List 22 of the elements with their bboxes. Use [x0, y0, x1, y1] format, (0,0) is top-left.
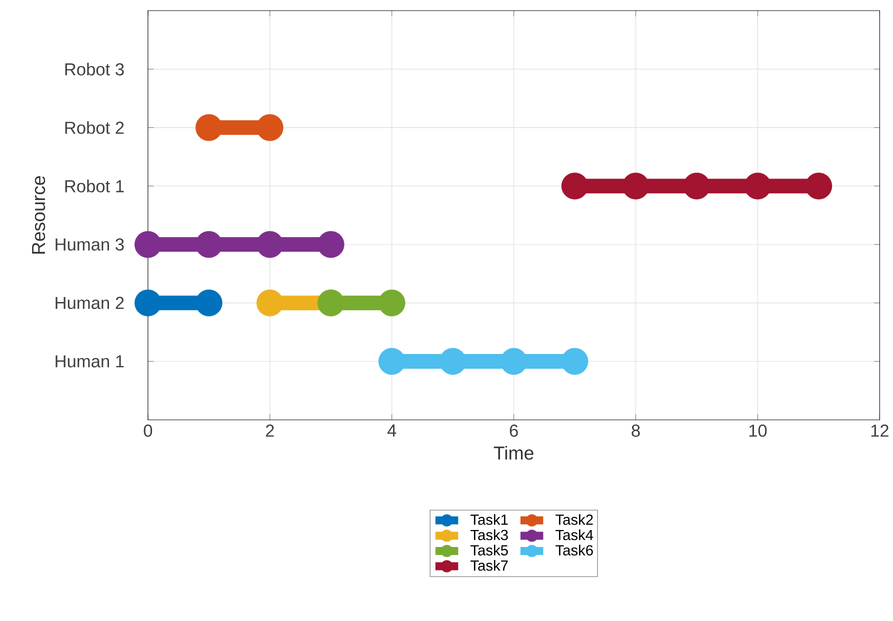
y-tick-label: Human 2: [56, 296, 124, 310]
x-tick-label: 6: [510, 424, 518, 437]
x-tick-label: 4: [387, 424, 396, 436]
x-tick-label: 0: [144, 424, 152, 437]
y-tick-label: Robot 1: [65, 180, 124, 192]
y-tick-label: Robot 2: [65, 121, 124, 134]
y-tick-label: Robot 3: [65, 62, 124, 76]
x-tick-label: 12: [871, 424, 888, 437]
legend-label: Task3: [470, 529, 508, 540]
y-tick-label: Human 3: [56, 238, 124, 251]
x-tick-label: 10: [749, 424, 767, 437]
x-axis-title: Time: [494, 446, 534, 460]
x-tick-label: 2: [266, 424, 274, 437]
legend-label: Task5: [470, 544, 508, 556]
legend-label: Task2: [556, 514, 593, 525]
y-tick-label: Human 1: [56, 355, 124, 368]
y-axis-title: Resource: [32, 176, 46, 254]
legend-label: Task6: [556, 544, 593, 556]
legend-label: Task1: [470, 514, 508, 525]
x-tick-label: 8: [632, 424, 640, 437]
legend-label: Task4: [556, 529, 594, 540]
legend-label: Task7: [470, 560, 508, 571]
